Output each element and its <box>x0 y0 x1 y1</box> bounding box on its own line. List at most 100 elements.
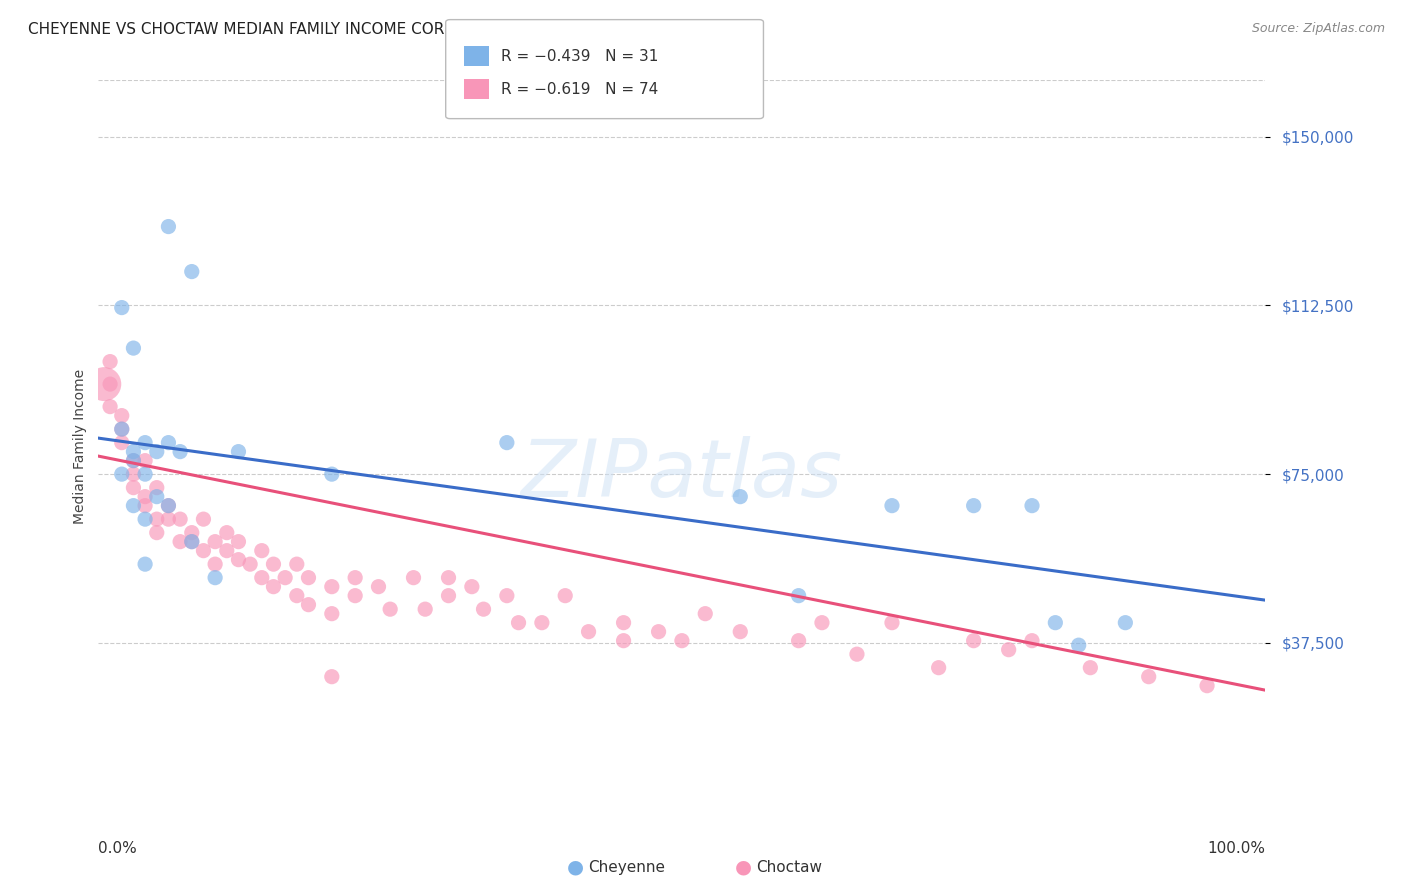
Point <box>612 633 634 648</box>
Point <box>204 571 226 585</box>
Point <box>1067 638 1090 652</box>
Point <box>180 534 202 549</box>
Point <box>811 615 834 630</box>
Point <box>1021 499 1043 513</box>
Point <box>228 534 250 549</box>
Point <box>122 453 145 467</box>
Point <box>180 525 202 540</box>
Point <box>297 571 319 585</box>
Point <box>134 557 156 571</box>
Point <box>239 557 262 571</box>
Text: 100.0%: 100.0% <box>1208 841 1265 856</box>
Point <box>93 377 115 392</box>
Text: ●: ● <box>567 857 583 877</box>
Point <box>250 571 273 585</box>
Point <box>671 633 693 648</box>
Text: Source: ZipAtlas.com: Source: ZipAtlas.com <box>1251 22 1385 36</box>
Point <box>1080 661 1102 675</box>
Point <box>321 670 343 684</box>
Point <box>928 661 950 675</box>
Point <box>262 580 284 594</box>
Point <box>962 499 984 513</box>
Point <box>437 571 460 585</box>
Point <box>134 499 156 513</box>
Point <box>530 615 553 630</box>
Point <box>146 525 169 540</box>
Point <box>297 598 319 612</box>
Point <box>1195 679 1218 693</box>
Point <box>730 624 752 639</box>
Point <box>508 615 530 630</box>
Point <box>122 499 145 513</box>
Point <box>98 377 121 392</box>
Point <box>134 467 156 482</box>
Point <box>495 589 517 603</box>
Point <box>111 409 134 423</box>
Point <box>157 499 180 513</box>
Point <box>402 571 425 585</box>
Point <box>180 534 202 549</box>
Text: R = −0.439   N = 31: R = −0.439 N = 31 <box>501 49 658 63</box>
Point <box>146 444 169 458</box>
Point <box>1021 633 1043 648</box>
Point <box>204 534 226 549</box>
Text: Cheyenne: Cheyenne <box>588 860 665 874</box>
Point <box>98 354 121 368</box>
Point <box>146 481 169 495</box>
Point <box>695 607 717 621</box>
Text: ●: ● <box>735 857 752 877</box>
Point <box>1045 615 1067 630</box>
Point <box>111 467 134 482</box>
Point <box>122 341 145 355</box>
Text: 0.0%: 0.0% <box>98 841 138 856</box>
Point <box>413 602 436 616</box>
Point <box>157 219 180 234</box>
Point <box>146 512 169 526</box>
Point <box>997 642 1019 657</box>
Y-axis label: Median Family Income: Median Family Income <box>73 368 87 524</box>
Point <box>169 512 191 526</box>
Point <box>647 624 669 639</box>
Point <box>122 467 145 482</box>
Point <box>111 435 134 450</box>
Point <box>962 633 984 648</box>
Point <box>321 467 343 482</box>
Text: ZIPatlas: ZIPatlas <box>520 436 844 515</box>
Point <box>169 444 191 458</box>
Point <box>193 543 215 558</box>
Point <box>880 499 903 513</box>
Point <box>344 589 367 603</box>
Text: Choctaw: Choctaw <box>756 860 823 874</box>
Point <box>228 552 250 566</box>
Text: CHEYENNE VS CHOCTAW MEDIAN FAMILY INCOME CORRELATION CHART: CHEYENNE VS CHOCTAW MEDIAN FAMILY INCOME… <box>28 22 576 37</box>
Point <box>204 557 226 571</box>
Point <box>285 589 308 603</box>
Point <box>554 589 576 603</box>
Point <box>787 589 810 603</box>
Point <box>880 615 903 630</box>
Point <box>250 543 273 558</box>
Point <box>495 435 517 450</box>
Point <box>169 534 191 549</box>
Point <box>134 435 156 450</box>
Point <box>122 481 145 495</box>
Point <box>1137 670 1160 684</box>
Point <box>134 512 156 526</box>
Point <box>1114 615 1136 630</box>
Point <box>122 453 145 467</box>
Point <box>344 571 367 585</box>
Point <box>122 444 145 458</box>
Point <box>193 512 215 526</box>
Point <box>180 264 202 278</box>
Point <box>111 301 134 315</box>
Point <box>157 499 180 513</box>
Point <box>228 444 250 458</box>
Point <box>321 580 343 594</box>
Point <box>274 571 297 585</box>
Point <box>612 615 634 630</box>
Point <box>845 647 868 661</box>
Point <box>157 435 180 450</box>
Point <box>787 633 810 648</box>
Point <box>437 589 460 603</box>
Point <box>730 490 752 504</box>
